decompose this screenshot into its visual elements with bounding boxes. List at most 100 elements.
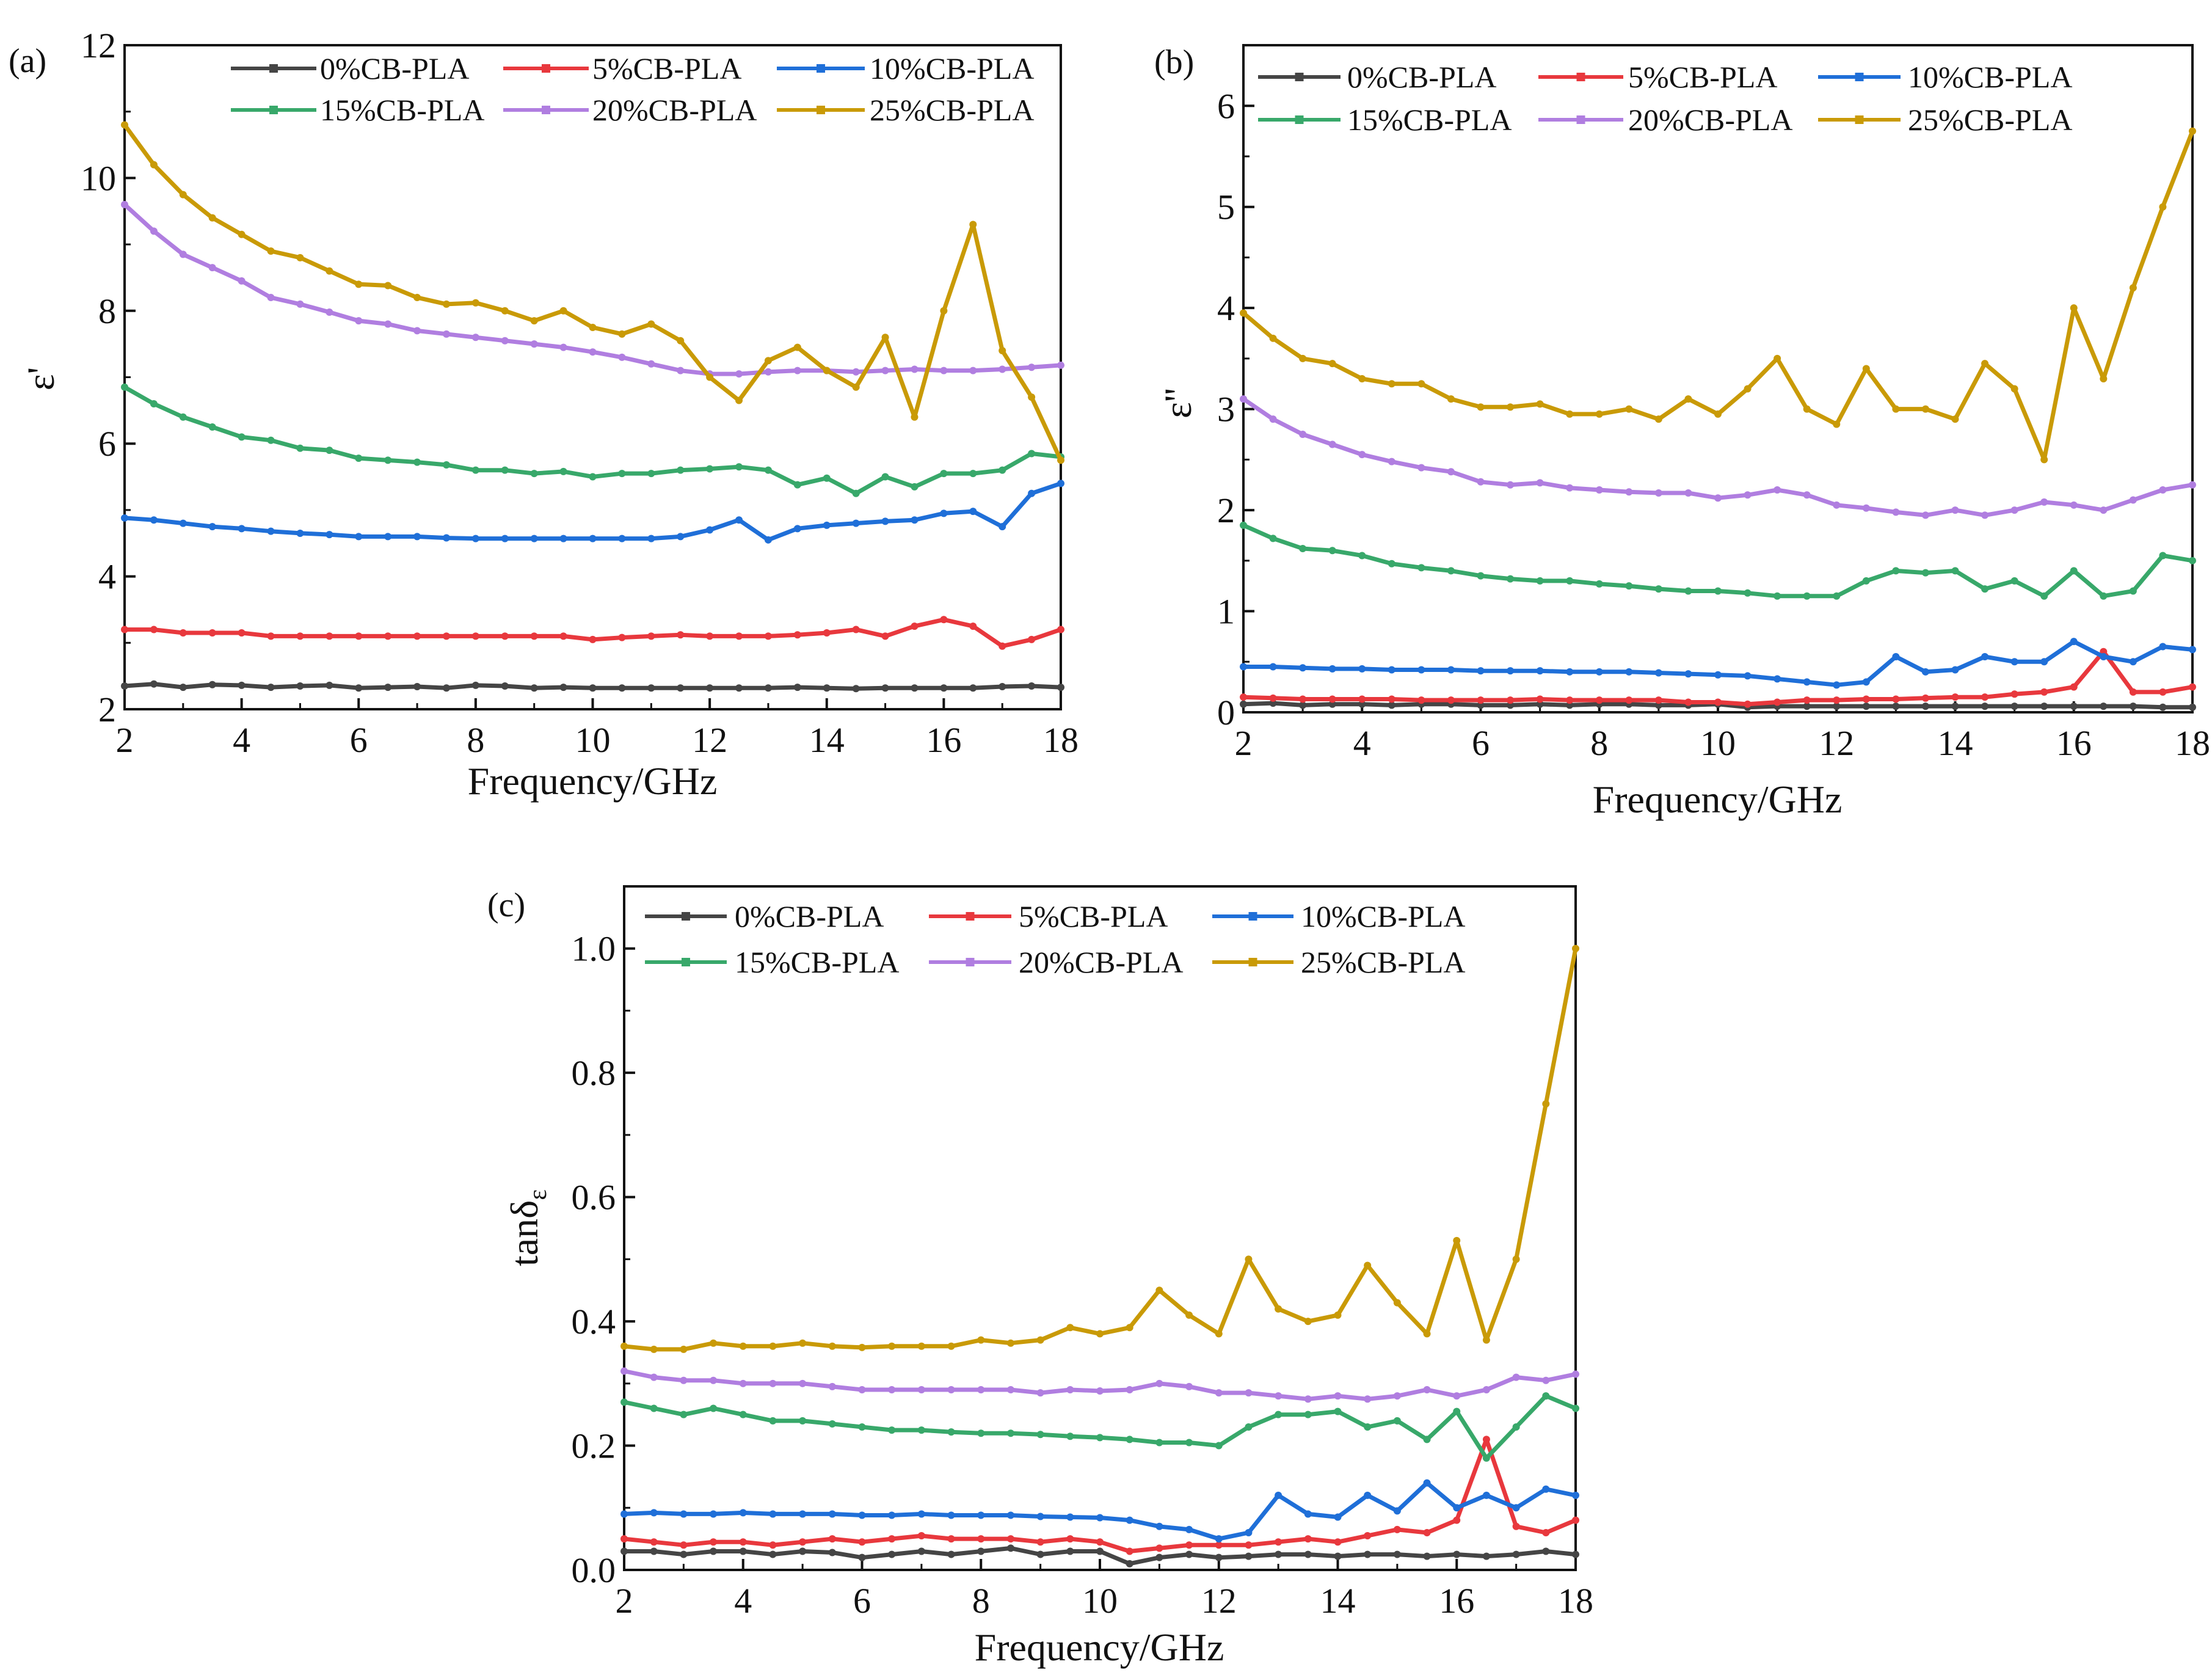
legend-label: 15%CB-PLA	[735, 945, 899, 979]
data-point	[1269, 694, 1277, 702]
data-point	[735, 396, 743, 404]
data-point	[1185, 1439, 1193, 1447]
plot-frame	[623, 885, 1577, 1571]
data-point	[1328, 360, 1336, 368]
y-tick-label: 0.0	[572, 1550, 616, 1590]
data-point	[793, 525, 801, 533]
data-point	[589, 535, 597, 542]
data-point	[1921, 702, 1929, 710]
data-point	[1744, 589, 1752, 597]
data-point	[150, 227, 158, 235]
data-point	[1684, 395, 1692, 403]
data-point	[1566, 696, 1574, 704]
data-point	[384, 533, 392, 541]
data-point	[1536, 400, 1544, 408]
legend-marker	[966, 958, 975, 966]
data-point	[1447, 696, 1455, 704]
series-25pct-cb-pla	[121, 121, 1064, 464]
data-point	[296, 254, 304, 261]
data-point	[1774, 675, 1781, 683]
data-point	[589, 473, 597, 481]
legend-label: 25%CB-PLA	[1908, 103, 2072, 137]
data-point	[999, 523, 1006, 531]
data-point	[1482, 1454, 1490, 1462]
y-tick-label: 0.2	[572, 1426, 616, 1466]
data-point	[1423, 1436, 1431, 1443]
data-point	[1304, 1550, 1312, 1558]
data-point	[2070, 304, 2078, 312]
data-point	[238, 681, 246, 689]
series-15pct-cb-pla	[121, 383, 1064, 497]
data-point	[2189, 646, 2196, 654]
data-point	[2040, 456, 2048, 464]
series-line	[624, 1369, 1576, 1401]
data-point	[1507, 481, 1515, 489]
data-point	[1057, 361, 1064, 369]
data-point	[1921, 694, 1929, 702]
chart-panel-b: 2 4 6 8 10 12 14 16 180123456Frequency/GHzε''(b)…	[1154, 43, 2210, 821]
series-0pct-cb-pla	[620, 1544, 1579, 1567]
data-point	[1654, 669, 1662, 677]
data-point	[2010, 658, 2018, 666]
data-point	[1951, 506, 1959, 514]
data-point	[1036, 1538, 1044, 1546]
data-point	[471, 535, 479, 542]
data-point	[1714, 698, 1722, 706]
series-line	[1242, 130, 2195, 462]
data-point	[1304, 1395, 1312, 1403]
data-point	[1275, 1491, 1282, 1499]
data-point	[677, 533, 685, 541]
data-point	[501, 632, 509, 640]
y-tick-label: 3	[1217, 390, 1235, 429]
data-point	[1803, 592, 1811, 600]
data-point	[2070, 702, 2078, 710]
legend-label: 20%CB-PLA	[1019, 945, 1183, 979]
data-point	[208, 681, 216, 688]
data-point	[1892, 567, 1900, 575]
data-point	[1240, 700, 1247, 708]
x-tick-label: 4	[734, 1581, 752, 1621]
data-point	[1304, 1535, 1312, 1543]
data-point	[969, 470, 977, 478]
data-point	[1572, 1550, 1579, 1558]
data-point	[589, 635, 597, 643]
data-point	[355, 684, 363, 692]
data-point	[1126, 1516, 1133, 1524]
data-point	[413, 327, 421, 335]
data-point	[1921, 511, 1929, 519]
legend-label: 0%CB-PLA	[320, 51, 469, 86]
data-point	[1507, 701, 1515, 709]
data-point	[977, 1547, 985, 1555]
data-point	[764, 357, 772, 365]
data-point	[647, 684, 655, 692]
data-point	[442, 632, 450, 640]
legend-marker	[1576, 115, 1585, 124]
legend-label: 5%CB-PLA	[1628, 60, 1777, 94]
data-point	[1275, 1538, 1282, 1546]
data-point	[1185, 1541, 1193, 1549]
data-point	[1595, 580, 1603, 588]
data-point	[858, 1511, 866, 1519]
data-point	[2100, 375, 2108, 382]
data-point	[1240, 521, 1247, 529]
data-point	[680, 1376, 688, 1384]
data-point	[1304, 1318, 1312, 1326]
data-point	[618, 633, 626, 641]
data-point	[1155, 1544, 1163, 1552]
data-point	[559, 684, 567, 692]
data-point	[530, 340, 538, 348]
data-point	[1215, 1553, 1223, 1561]
data-point	[1507, 403, 1515, 411]
data-point	[1275, 1410, 1282, 1418]
data-point	[823, 367, 831, 374]
legend-label: 0%CB-PLA	[1347, 60, 1496, 94]
x-tick-label: 6	[1472, 723, 1490, 763]
data-point	[2159, 703, 2167, 711]
plot-frame	[123, 44, 1062, 710]
y-axis-title-subscript: ε	[524, 1189, 552, 1200]
data-point	[793, 367, 801, 374]
x-tick-label: 2	[116, 720, 134, 760]
x-tick-label: 18	[1558, 1581, 1593, 1621]
data-point	[559, 535, 567, 542]
data-point	[1328, 700, 1336, 708]
